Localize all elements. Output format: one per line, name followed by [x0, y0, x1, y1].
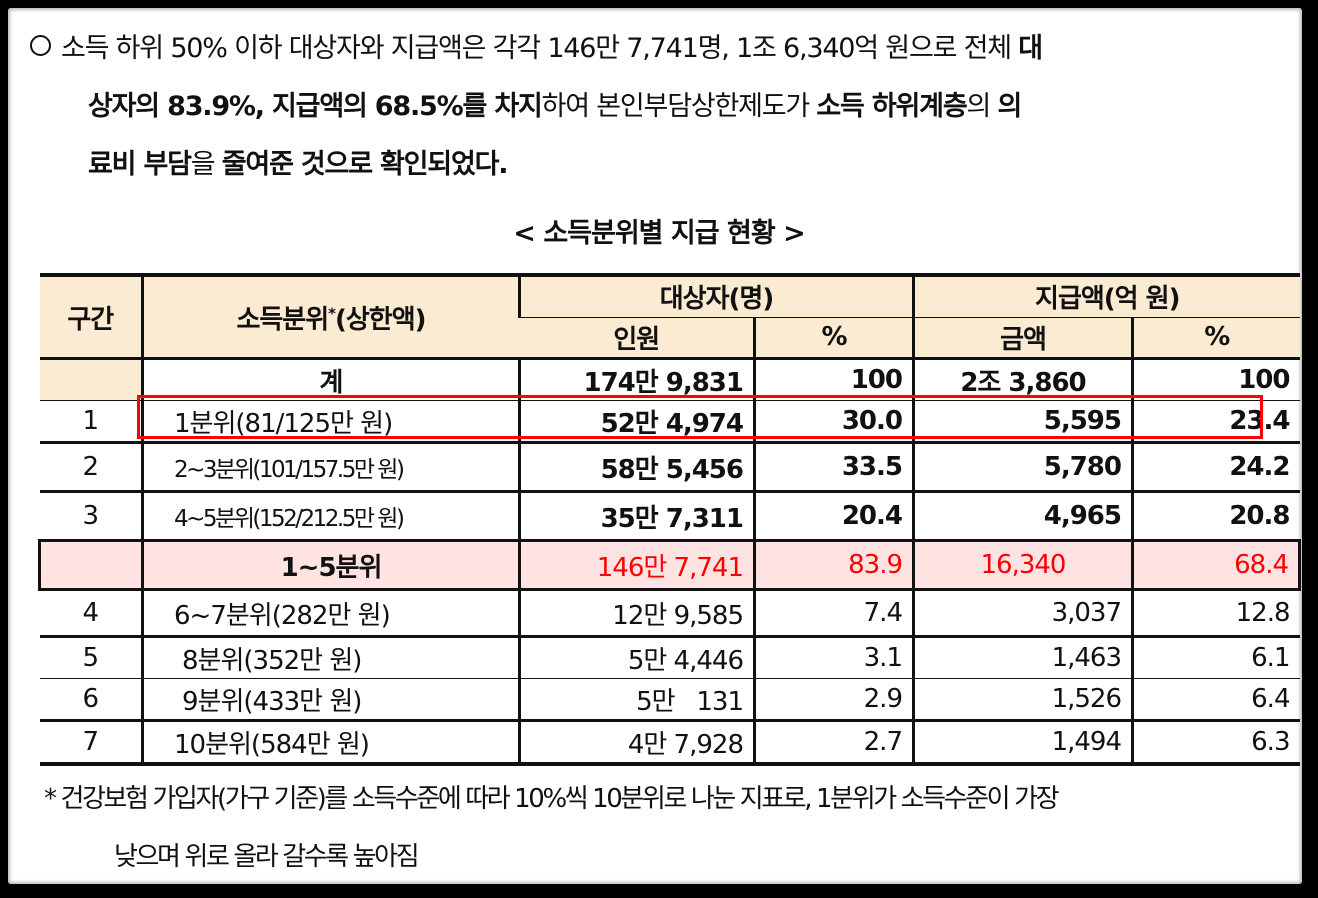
cell-people-pct: 100 — [753, 358, 914, 401]
cell-amount-pct: 23.4 — [1131, 400, 1300, 443]
cell-quantile: 1분위(81/125만 원) — [141, 400, 520, 443]
footnote-line-2: 낮으며 위로 올라 갈수록 높아짐 — [114, 842, 420, 872]
cell-quantile: 9분위(433만 원) — [141, 678, 520, 721]
cell-people-pct: 20.4 — [753, 491, 914, 541]
header-row-2: 인원 % 금액 % — [40, 317, 1300, 360]
header-quantile-suffix: (상한액) — [335, 304, 427, 335]
paragraph-bold-text: 의 — [997, 91, 1023, 122]
cell-people: 35만 7,311 — [518, 491, 755, 541]
cell-amount-pct: 24.2 — [1131, 442, 1300, 492]
header-quantile: 소득분위*(상한액) — [141, 275, 520, 360]
cell-people-pct: 2.7 — [753, 720, 914, 764]
cell-people: 4만 7,928 — [518, 720, 755, 764]
cell-section: 3 — [82, 501, 99, 531]
cell-amount-pct: 20.8 — [1131, 491, 1300, 541]
table-row: 5 8분위(352만 원) 5만 4,446 3.1 1,463 6.1 — [39, 636, 1300, 679]
cell-quantile: 6~7분위(282만 원) — [141, 589, 520, 637]
table-row: 6 9분위(433만 원) 5만 131 2.9 1,526 6.4 — [39, 678, 1300, 721]
paragraph-bold-text: 료비 부담 — [88, 149, 192, 180]
cell-amount: 3,037 — [912, 589, 1133, 637]
paragraph-text: 의 — [966, 91, 998, 122]
cell-amount: 2조 3,860 — [912, 358, 1133, 401]
cell-people-pct: 2.9 — [753, 678, 914, 721]
cell-amount: 16,340 — [912, 540, 1133, 590]
cell-section: 5 — [82, 643, 99, 673]
table-title: < 소득분위별 지급 현황 > — [513, 218, 805, 249]
cell-amount-pct: 68.4 — [1131, 540, 1300, 590]
cell-amount-pct: 12.8 — [1131, 589, 1300, 637]
header-people-pct: % — [753, 317, 914, 360]
cell-people: 5만 4,446 — [518, 636, 755, 679]
header-section: 구간 — [39, 275, 143, 360]
header-payments-group: 지급액(억 원) — [912, 275, 1300, 318]
cell-amount: 5,595 — [912, 400, 1133, 443]
cell-amount-pct: 6.1 — [1131, 636, 1300, 679]
header-amount: 금액 — [912, 317, 1133, 360]
cell-people: 146만 7,741 — [518, 540, 755, 590]
cell-section: 1 — [82, 406, 99, 436]
paragraph-text: 소득 하위 50% 이하 대상자와 지급액은 각각 146만 7,741명, 1… — [61, 33, 1019, 64]
paragraph-text: 을 — [190, 149, 222, 180]
paragraph-bold-text: 줄여준 것으로 확인되었다. — [221, 149, 509, 180]
cell-people: 58만 5,456 — [518, 442, 755, 492]
cell-section — [39, 358, 143, 401]
cell-section: 4 — [82, 598, 99, 628]
cell-people-pct: 7.4 — [753, 589, 914, 637]
cell-people-pct: 3.1 — [753, 636, 914, 679]
cell-amount-pct: 6.3 — [1131, 720, 1300, 764]
header-people: 인원 — [519, 317, 755, 360]
cell-quantile: 8분위(352만 원) — [141, 636, 520, 679]
cell-amount: 5,780 — [912, 442, 1133, 492]
paragraph-line-3: 료비 부담을 줄여준 것으로 확인되었다. — [30, 136, 1300, 194]
cell-amount: 1,494 — [912, 720, 1133, 764]
cell-section: 6 — [82, 684, 99, 714]
circle-bullet-icon — [30, 35, 51, 56]
cell-people-pct: 33.5 — [753, 442, 914, 492]
cell-quantile: 10분위(584만 원) — [141, 720, 520, 764]
paragraph-bold-text: 상자의 83.9%, 지급액의 68.5%를 차지 — [88, 91, 543, 122]
cell-amount-pct: 100 — [1131, 358, 1300, 401]
cell-section: 2 — [82, 452, 99, 482]
table-row: 1 1분위(81/125만 원) 52만 4,974 30.0 5,595 23… — [39, 400, 1300, 443]
cell-amount: 1,463 — [912, 636, 1133, 679]
cell-people: 52만 4,974 — [518, 400, 755, 443]
cell-quantile: 계 — [141, 358, 520, 401]
paragraph-bold-text: 대 — [1018, 33, 1043, 64]
paragraph-line-1: 소득 하위 50% 이하 대상자와 지급액은 각각 146만 7,741명, 1… — [30, 20, 1300, 78]
header-quantile-label: 소득분위 — [236, 304, 329, 335]
cell-people-pct: 83.9 — [753, 540, 914, 590]
cell-people-pct: 30.0 — [753, 400, 914, 443]
table-row: 2 2~3분위(101/157.5만 원) 58만 5,456 33.5 5,7… — [39, 442, 1300, 492]
cell-section: 7 — [82, 727, 99, 757]
summary-paragraph: 소득 하위 50% 이하 대상자와 지급액은 각각 146만 7,741명, 1… — [30, 20, 1300, 194]
paragraph-bold-text: 소득 하위계층 — [816, 91, 967, 122]
table-row: 4 6~7분위(282만 원) 12만 9,585 7.4 3,037 12.8 — [39, 589, 1300, 637]
cell-amount: 4,965 — [912, 491, 1133, 541]
table-row-subtotal: 1~5분위 146만 7,741 83.9 16,340 68.4 — [38, 540, 1300, 590]
table-row-total: 계 174만 9,831 100 2조 3,860 100 — [39, 358, 1300, 401]
paragraph-text: 하여 본인부담상한제도가 — [541, 91, 817, 122]
header-amount-pct: % — [1131, 317, 1300, 360]
paragraph-line-2: 상자의 83.9%, 지급액의 68.5%를 차지하여 본인부담상한제도가 소득… — [30, 78, 1300, 136]
table-footnote: * 건강보험 가입자(가구 기준)를 소득수준에 따라 10%씩 10분위로 나… — [44, 770, 1060, 886]
table-row: 7 10분위(584만 원) 4만 7,928 2.7 1,494 6.3 — [39, 720, 1300, 764]
cell-quantile: 2~3분위(101/157.5만 원) — [141, 442, 520, 492]
table-row: 3 4~5분위(152/212.5만 원) 35만 7,311 20.4 4,9… — [39, 491, 1300, 541]
cell-people: 174만 9,831 — [518, 358, 755, 401]
cell-people: 5만 131 — [518, 678, 755, 721]
cell-quantile: 4~5분위(152/212.5만 원) — [141, 491, 520, 541]
footnote-marker: * — [328, 303, 336, 322]
income-quantile-table: 구간 소득분위*(상한액) 대상자(명) 지급액(억 원) 인원 % 금액 % … — [38, 273, 1301, 766]
header-recipients-group: 대상자(명) — [518, 275, 914, 318]
cell-quantile: 1~5분위 — [141, 540, 520, 590]
cell-people: 12만 9,585 — [518, 589, 755, 637]
cell-section — [38, 540, 143, 590]
cell-amount: 1,526 — [912, 678, 1133, 721]
cell-amount-pct: 6.4 — [1131, 678, 1300, 721]
footnote-line-1: * 건강보험 가입자(가구 기준)를 소득수준에 따라 10%씩 10분위로 나… — [44, 784, 1060, 814]
header-row-1: 구간 소득분위*(상한액) 대상자(명) 지급액(억 원) — [39, 275, 1300, 360]
